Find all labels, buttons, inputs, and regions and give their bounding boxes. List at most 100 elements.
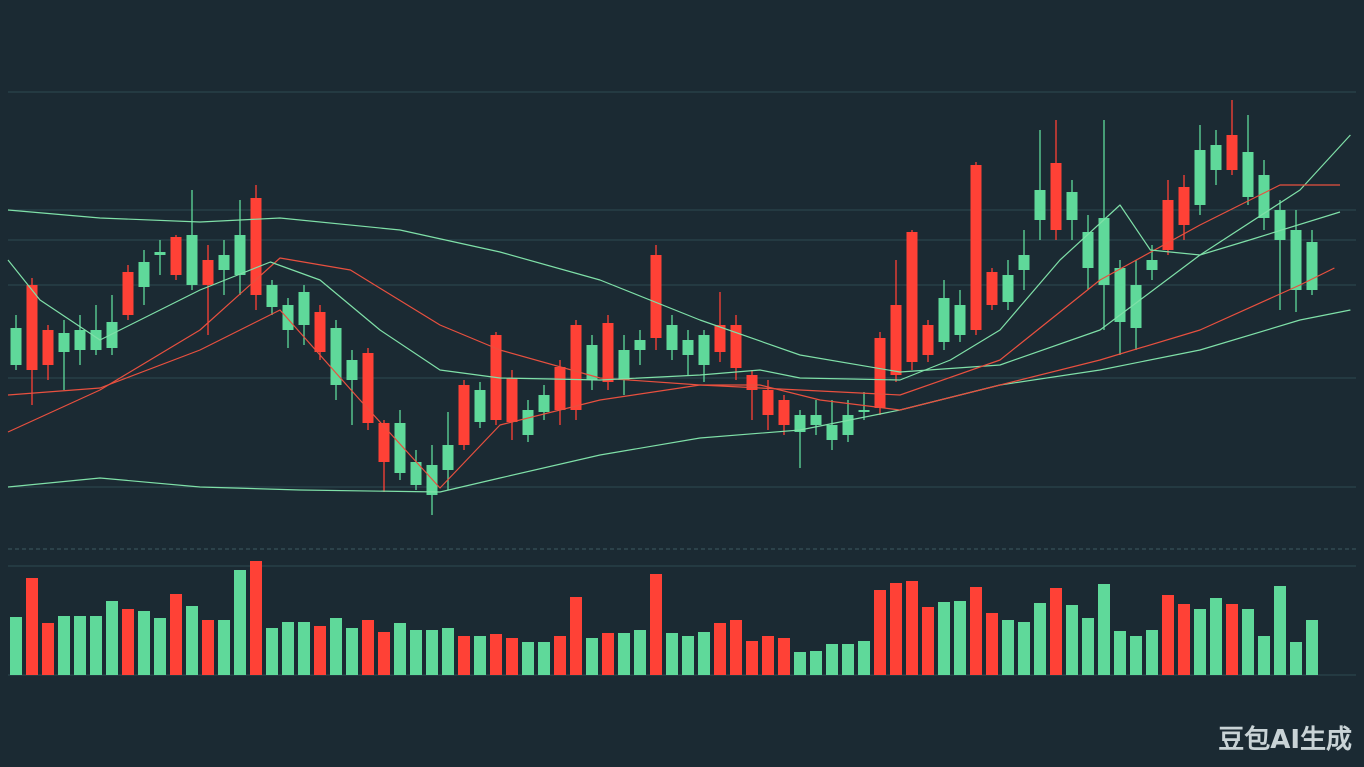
volume-bar: [490, 634, 502, 675]
volume-bar: [106, 601, 118, 675]
candle-body: [874, 338, 886, 408]
volume-bar: [954, 601, 966, 675]
candle-body: [1034, 190, 1046, 220]
volume-bar: [794, 652, 806, 675]
candle-body: [1082, 232, 1094, 268]
candle-body: [362, 353, 374, 423]
candle-body: [778, 400, 790, 425]
candle-body: [618, 350, 630, 380]
candle-body: [314, 312, 326, 352]
volume-bar: [666, 633, 678, 675]
candle-body: [234, 235, 246, 275]
volume-bar: [90, 616, 102, 675]
candle-body: [298, 292, 310, 325]
candle-body: [1146, 260, 1158, 270]
volume-bar: [1002, 620, 1014, 675]
candle-body: [1018, 255, 1030, 270]
candle-body: [202, 260, 214, 285]
volume-bar: [778, 638, 790, 675]
volume-bar: [58, 616, 70, 675]
candle-body: [1178, 187, 1190, 225]
candle-body: [698, 335, 710, 365]
candle-body: [410, 462, 422, 485]
candle-body: [938, 298, 950, 342]
candle-body: [522, 410, 534, 435]
candle-body: [554, 367, 566, 410]
volume-bar: [746, 641, 758, 675]
volume-bar: [330, 618, 342, 675]
candle-body: [106, 322, 118, 348]
volume-bar: [410, 630, 422, 675]
candle-body: [250, 198, 262, 295]
volume-bar: [714, 623, 726, 675]
volume-bar: [314, 626, 326, 675]
candle-body: [586, 345, 598, 380]
indicator-line: [7, 184, 1340, 433]
candle-body: [74, 330, 86, 350]
candle-body: [1130, 285, 1142, 328]
volume-bar: [906, 581, 918, 675]
candle-body: [682, 340, 694, 355]
volume-bar: [1274, 586, 1286, 675]
candle-body: [826, 425, 838, 440]
volume-bar: [170, 594, 182, 675]
candle-body: [154, 252, 166, 255]
volume-bar: [538, 642, 550, 675]
volume-bar: [10, 617, 22, 675]
candle-body: [442, 445, 454, 470]
volume-bar: [842, 644, 854, 675]
candle-body: [970, 165, 982, 330]
volume-bar: [858, 641, 870, 675]
candle-body: [634, 340, 646, 350]
volume-bar: [938, 602, 950, 675]
candle-body: [330, 328, 342, 385]
volume-bar: [234, 570, 246, 675]
candle-body: [666, 325, 678, 350]
volume-bar: [682, 636, 694, 675]
volume-bar: [282, 622, 294, 675]
candle-body: [1258, 175, 1270, 218]
candle-body: [794, 415, 806, 432]
candle-body: [1274, 210, 1286, 240]
volume-bar: [1194, 609, 1206, 675]
candle-body: [1098, 218, 1110, 285]
candle-body: [394, 423, 406, 473]
volume-bar: [298, 622, 310, 675]
candle-body: [906, 232, 918, 362]
volume-bar: [730, 620, 742, 675]
volume-bar: [698, 632, 710, 675]
volume-bar: [1018, 622, 1030, 675]
candle-body: [378, 423, 390, 462]
volume-bar: [922, 607, 934, 675]
volume-bar: [122, 609, 134, 675]
volume-bar: [522, 642, 534, 675]
watermark: 豆包AI生成: [1218, 724, 1352, 755]
volume-bar: [362, 620, 374, 675]
candle-body: [538, 395, 550, 412]
volume-bar: [1226, 604, 1238, 675]
candle-body: [1002, 275, 1014, 302]
volume-bar: [154, 618, 166, 675]
candle-body: [714, 325, 726, 352]
volume-bar: [570, 597, 582, 675]
candle-body: [138, 262, 150, 287]
volume-bar: [346, 628, 358, 675]
volume-bar: [42, 623, 54, 675]
volume-bar: [1066, 605, 1078, 675]
candle-body: [170, 237, 182, 275]
candle-body: [1242, 152, 1254, 197]
volume-bar: [250, 561, 262, 675]
candle-body: [1306, 242, 1318, 290]
candle-body: [1194, 150, 1206, 205]
indicator-line: [7, 204, 1341, 381]
candle-body: [1066, 192, 1078, 220]
candle-body: [602, 323, 614, 382]
candle-body: [474, 390, 486, 422]
volume-bar: [1178, 604, 1190, 675]
volume-bar: [442, 628, 454, 675]
volume-bar: [874, 590, 886, 675]
volume-bar: [618, 633, 630, 675]
candle-body: [842, 415, 854, 435]
volume-bar: [650, 574, 662, 675]
candle-body: [810, 415, 822, 425]
